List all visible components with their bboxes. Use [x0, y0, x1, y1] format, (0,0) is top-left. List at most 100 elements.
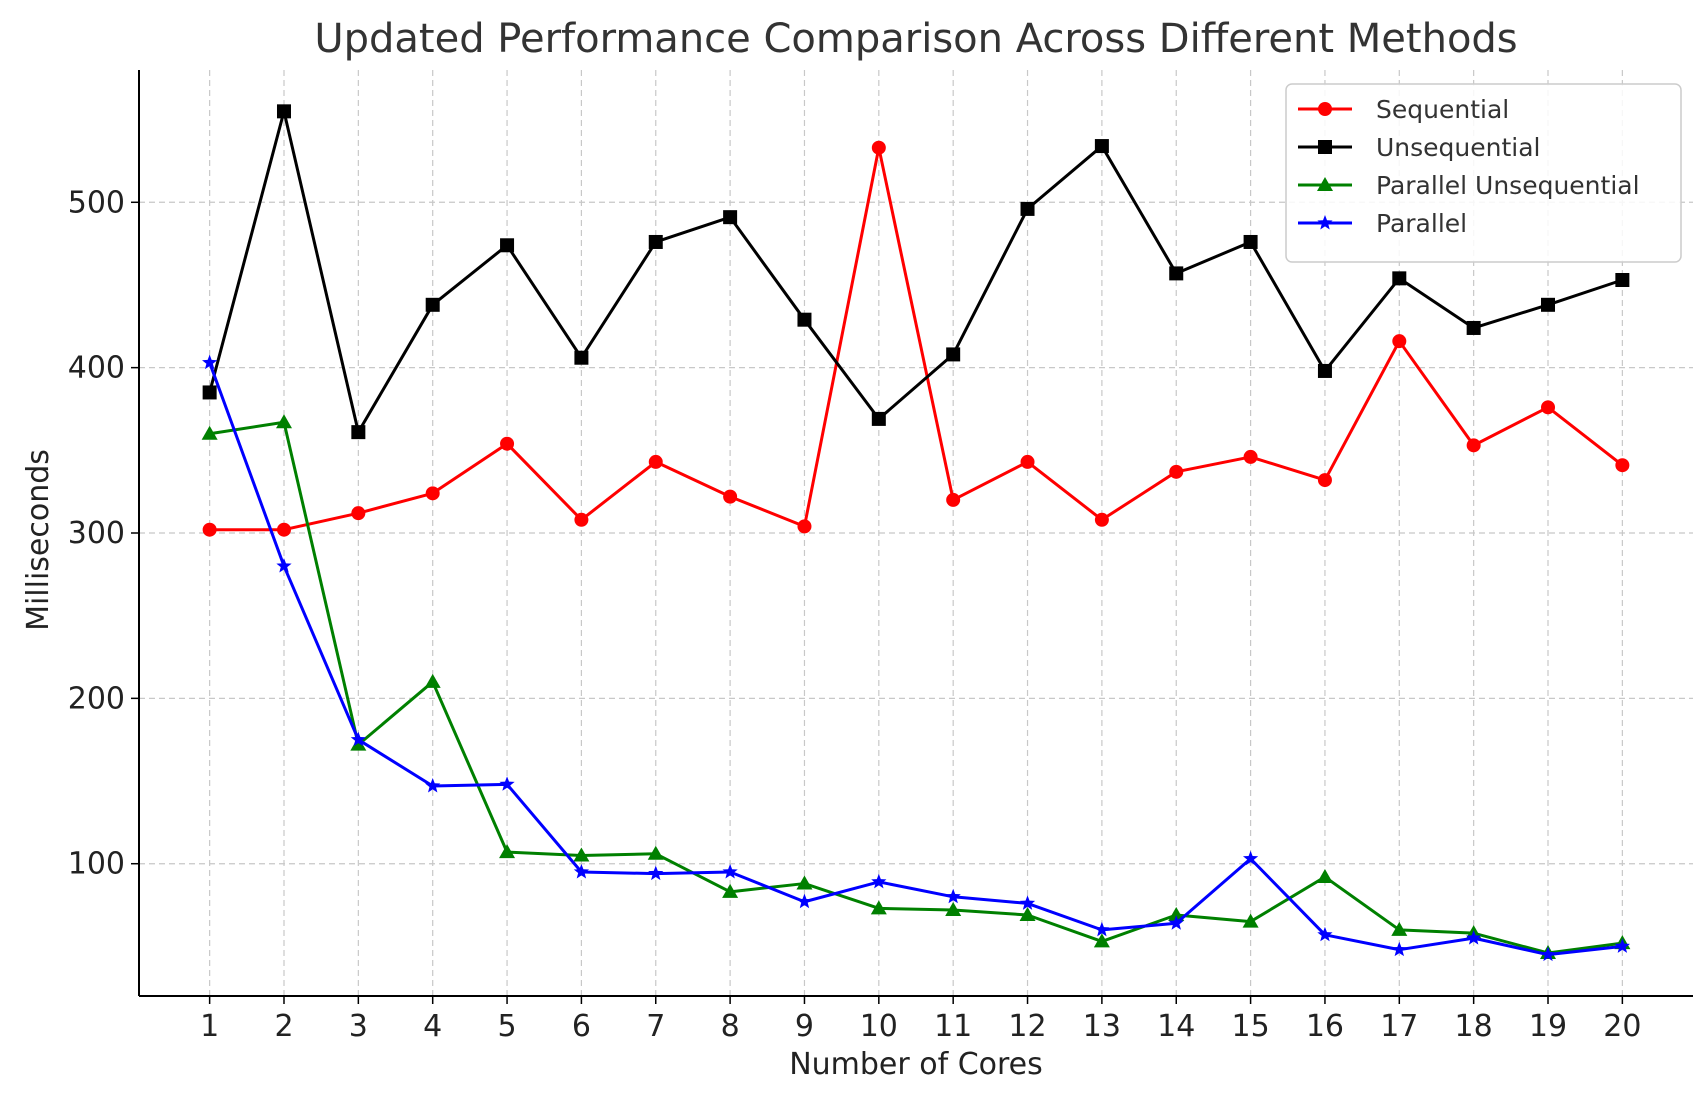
data-point-sequential	[202, 522, 217, 537]
series-line-sequential	[209, 146, 1624, 532]
data-point-parallel-unsequential	[945, 902, 962, 917]
x-tick-label: 9	[795, 1009, 814, 1044]
data-point-parallel	[1242, 850, 1259, 866]
data-point-parallel-unsequential	[350, 736, 367, 751]
x-tick-label: 19	[1529, 1009, 1567, 1044]
x-tick-label: 3	[349, 1009, 368, 1044]
x-tick-label: 2	[274, 1009, 293, 1044]
legend: Sequential Unsequential Parallel Unsequent…	[1285, 83, 1682, 263]
data-point-sequential	[500, 436, 515, 451]
data-point-unsequential	[1094, 139, 1109, 154]
data-point-unsequential	[574, 350, 589, 365]
series-parallel-unsequential	[201, 414, 1631, 960]
x-tick-label: 6	[572, 1009, 591, 1044]
data-point-unsequential	[648, 234, 663, 249]
data-point-sequential	[276, 522, 291, 537]
x-tick-label: 16	[1306, 1009, 1344, 1044]
data-point-parallel	[722, 863, 738, 879]
ticks: 1 2 3 4 5 6 7 8 9 10 11 12 13 14 15 16 17 18 19 20100200300…	[68, 185, 1642, 1044]
legend-box	[1285, 83, 1682, 263]
data-point-sequential	[1169, 464, 1184, 479]
data-point-parallel-unsequential	[275, 414, 292, 429]
data-point-parallel-unsequential	[796, 875, 813, 890]
data-point-unsequential	[1392, 271, 1407, 286]
legend-entry-sequential: Sequential	[1298, 95, 1509, 124]
x-tick-label: 13	[1083, 1009, 1121, 1044]
y-tick-label: 400	[68, 351, 125, 386]
data-point-parallel	[1391, 941, 1407, 957]
data-point-unsequential	[723, 210, 738, 225]
x-tick-label: 14	[1157, 1009, 1195, 1044]
series-sequential	[202, 140, 1630, 537]
data-point-sequential	[574, 512, 589, 527]
data-point-unsequential	[276, 104, 291, 119]
data-point-sequential	[871, 140, 886, 155]
legend-label-parallel-unsequential: Parallel Unsequential	[1376, 171, 1640, 200]
data-point-parallel	[1168, 915, 1184, 930]
data-point-parallel	[1540, 946, 1556, 962]
data-point-sequential	[425, 486, 440, 501]
legend-marker-sequential	[1318, 102, 1332, 116]
series-line-unsequential	[208, 109, 1623, 434]
data-point-parallel-unsequential	[1242, 913, 1259, 928]
data-point-parallel	[796, 893, 813, 909]
data-point-sequential	[1243, 449, 1258, 464]
data-point-unsequential	[1466, 320, 1481, 335]
data-point-parallel	[1614, 938, 1630, 953]
data-point-sequential	[723, 489, 738, 504]
x-tick-label: 5	[498, 1009, 517, 1044]
data-point-sequential	[1094, 512, 1109, 527]
chart-title: Updated Performance Comparison Across Di…	[314, 16, 1517, 62]
data-point-parallel-unsequential	[1316, 868, 1333, 883]
legend-label-unsequential: Unsequential	[1376, 133, 1541, 162]
data-point-unsequential	[351, 425, 366, 440]
data-point-parallel	[1466, 930, 1482, 945]
data-point-sequential	[351, 506, 366, 521]
data-point-unsequential	[946, 347, 961, 362]
data-point-unsequential	[1169, 266, 1184, 281]
x-tick-label: 7	[646, 1009, 665, 1044]
data-point-parallel	[945, 888, 961, 904]
y-tick-label: 200	[68, 681, 125, 716]
data-point-parallel	[1317, 926, 1333, 942]
x-tick-label: 20	[1603, 1009, 1641, 1044]
x-tick-label: 8	[721, 1009, 740, 1044]
data-point-sequential	[797, 519, 812, 534]
data-point-parallel	[871, 873, 887, 889]
data-point-parallel	[202, 354, 218, 370]
y-tick-label: 500	[68, 185, 125, 220]
data-point-sequential	[1020, 454, 1035, 469]
data-point-parallel-unsequential	[499, 844, 516, 859]
data-point-parallel-unsequential	[573, 847, 590, 862]
data-point-parallel	[573, 863, 590, 879]
data-point-sequential	[1317, 473, 1332, 488]
data-point-parallel-unsequential	[722, 883, 739, 898]
data-point-sequential	[1392, 334, 1407, 349]
legend-label-parallel: Parallel	[1376, 209, 1467, 238]
data-point-parallel-unsequential	[201, 425, 218, 440]
data-point-sequential	[648, 454, 663, 469]
data-point-unsequential	[202, 385, 217, 400]
x-tick-label: 1	[200, 1009, 219, 1044]
data-point-parallel	[425, 778, 441, 793]
data-point-parallel-unsequential	[1391, 921, 1408, 936]
data-point-sequential	[946, 492, 961, 507]
data-point-parallel	[648, 865, 664, 881]
data-point-parallel	[276, 558, 292, 573]
data-point-parallel	[499, 776, 515, 791]
x-tick-label: 10	[860, 1009, 898, 1044]
data-point-unsequential	[500, 238, 515, 253]
legend-marker-parallel	[1317, 215, 1333, 230]
legend-label-sequential: Sequential	[1376, 95, 1509, 124]
data-point-parallel	[1019, 895, 1036, 910]
data-point-parallel	[1094, 921, 1110, 937]
data-point-unsequential	[1541, 297, 1556, 312]
y-axis-label: Milliseconds	[21, 449, 56, 631]
data-point-unsequential	[1615, 273, 1630, 288]
data-point-unsequential	[1243, 234, 1258, 249]
data-point-unsequential	[1020, 201, 1035, 216]
data-point-parallel-unsequential	[424, 673, 441, 688]
data-point-parallel-unsequential	[1168, 906, 1185, 921]
series-line-parallel-unsequential	[209, 420, 1623, 955]
